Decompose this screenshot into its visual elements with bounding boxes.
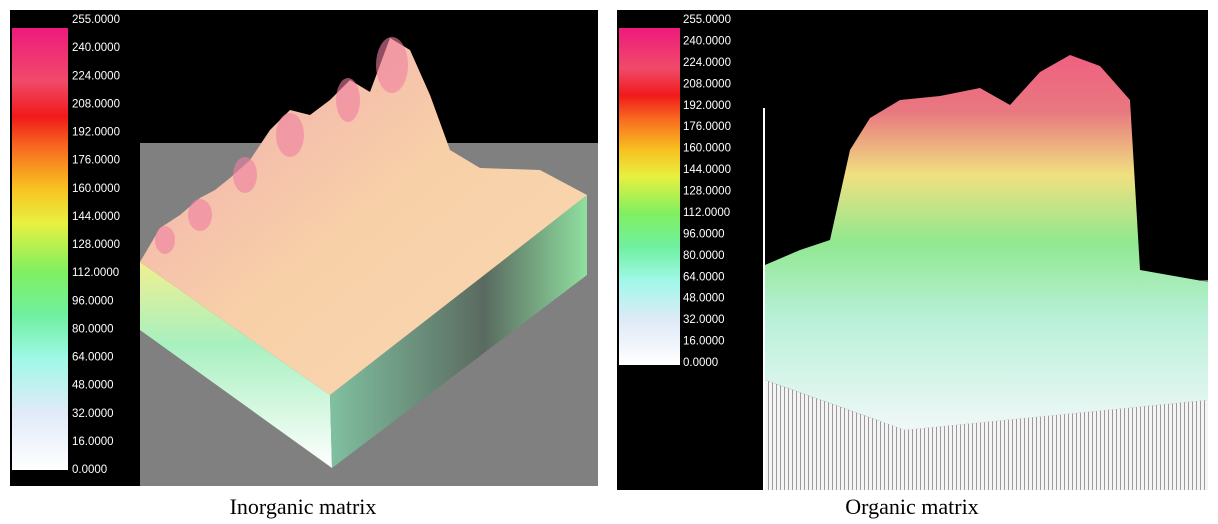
colorbar-label: 96.0000 [683, 228, 725, 240]
colorbar-label: 16.0000 [683, 336, 725, 348]
colorbar-label: 255.0000 [683, 14, 731, 26]
colorbar-label: 240.0000 [683, 35, 731, 47]
colorbar-label: 64.0000 [683, 271, 725, 283]
colorbar-label: 208.0000 [72, 98, 120, 110]
surface-top [765, 55, 1208, 430]
colorbar-label: 64.0000 [72, 352, 114, 364]
colorbar-label: 32.0000 [72, 408, 114, 420]
colorbar-label: 192.0000 [683, 100, 731, 112]
colorbar-label: 144.0000 [72, 211, 120, 223]
colorbar-label: 112.0000 [683, 207, 730, 219]
colorbar-label: 128.0000 [683, 186, 731, 198]
colorbar-label: 48.0000 [72, 380, 114, 392]
colorbar-label: 176.0000 [683, 121, 731, 133]
colorbar-label: 112.0000 [72, 267, 119, 279]
colorbar-label: 16.0000 [72, 436, 114, 448]
colorbar-label: 32.0000 [683, 314, 725, 326]
colorbar [619, 28, 680, 365]
colorbar-label: 0.0000 [683, 357, 718, 369]
colorbar-label: 160.0000 [683, 143, 731, 155]
colorbar-label: 144.0000 [683, 164, 731, 176]
surface-top [140, 38, 587, 395]
caption: Organic matrix [845, 494, 978, 519]
colorbar-label: 160.0000 [72, 183, 120, 195]
colorbar-label: 96.0000 [72, 295, 114, 307]
colorbar-label: 192.0000 [72, 127, 120, 139]
colorbar-label: 176.0000 [72, 155, 120, 167]
caption: Inorganic matrix [230, 494, 377, 519]
colorbar-label: 48.0000 [683, 293, 725, 305]
colorbar-label: 240.0000 [72, 42, 120, 54]
colorbar-label: 224.0000 [72, 70, 120, 82]
colorbar-label: 80.0000 [683, 250, 725, 262]
surface-side [330, 195, 587, 468]
surface-side [140, 262, 332, 468]
colorbar [12, 28, 68, 470]
colorbar-label: 224.0000 [683, 57, 731, 69]
colorbar-label: 80.0000 [72, 323, 114, 335]
colorbar-label: 128.0000 [72, 239, 120, 251]
surface-side [765, 380, 1208, 490]
colorbar-label: 208.0000 [683, 78, 731, 90]
colorbar-label: 255.0000 [72, 14, 120, 26]
surface-peaks [155, 37, 408, 254]
colorbar-label: 0.0000 [72, 464, 107, 476]
